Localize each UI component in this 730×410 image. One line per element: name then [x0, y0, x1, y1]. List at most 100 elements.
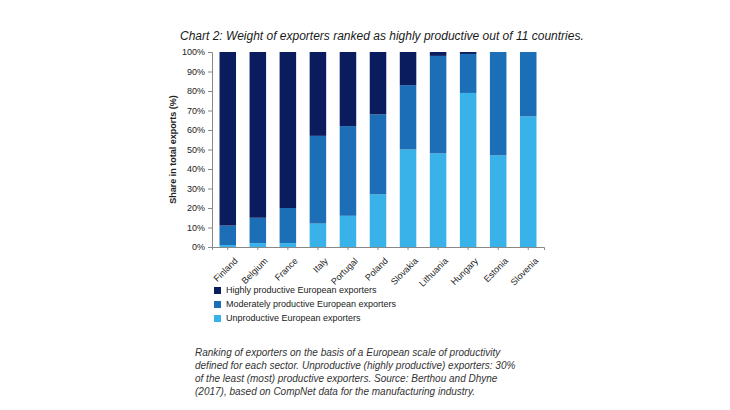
- x-tick-mark: [347, 247, 348, 250]
- x-tick-mark: [528, 247, 529, 250]
- legend-swatch: [214, 301, 221, 308]
- bar-segment: [250, 243, 267, 247]
- x-tick-label: Slovenia: [509, 256, 540, 287]
- x-tick-mark: [287, 247, 288, 250]
- y-tick-label: 10%: [187, 223, 205, 233]
- y-tick: 90%: [187, 67, 212, 77]
- bar-segment: [340, 52, 357, 126]
- bar-segment: [370, 194, 387, 247]
- legend-swatch: [214, 287, 221, 294]
- caption: (2017), based on CompNet data for the ma…: [195, 386, 475, 397]
- bar-segment: [430, 153, 447, 247]
- chart: Chart 2: Weight of exporters ranked as h…: [0, 0, 730, 410]
- y-tick-label: 60%: [187, 125, 205, 135]
- x-tick: Lithuania: [417, 247, 450, 289]
- bar-segment: [430, 56, 447, 153]
- bar-segment: [400, 150, 417, 248]
- bar-segment: [520, 52, 537, 53]
- x-tick-label: Belgium: [240, 256, 270, 286]
- x-tick-mark: [317, 247, 318, 250]
- bar-segment: [220, 226, 237, 246]
- bar-segment: [340, 126, 357, 216]
- x-tick-mark: [438, 247, 439, 250]
- bar-segment: [280, 243, 297, 247]
- bars: [220, 52, 537, 247]
- y-tick: 80%: [187, 86, 212, 96]
- x-tick: France: [273, 247, 300, 283]
- y-tick-mark: [208, 247, 212, 248]
- bar-segment: [220, 245, 237, 247]
- legend-label: Unproductive European exporters: [226, 313, 361, 323]
- y-axis-title: Share in total exports (%): [168, 95, 178, 204]
- y-tick-mark: [208, 111, 212, 112]
- y-tick-label: 80%: [187, 86, 205, 96]
- y-tick-label: 30%: [187, 184, 205, 194]
- x-tick-mark: [227, 247, 228, 250]
- y-tick: 50%: [187, 145, 212, 155]
- x-tick-mark: [498, 247, 499, 250]
- bar-segment: [400, 52, 417, 85]
- x-tick-label: France: [273, 256, 300, 283]
- bar-segment: [400, 85, 417, 149]
- x-tick: Estonia: [482, 247, 510, 284]
- bar-segment: [520, 116, 537, 247]
- y-tick-mark: [208, 91, 212, 92]
- legend: Highly productive European exportersMode…: [214, 285, 397, 323]
- x-tick-mark: [468, 247, 469, 250]
- bar-segment: [460, 93, 477, 247]
- y-tick: 40%: [187, 164, 212, 174]
- bar-segment: [370, 52, 387, 114]
- y-tick-label: 40%: [187, 164, 205, 174]
- x-tick: Hungary: [449, 247, 480, 287]
- bar-segment: [340, 216, 357, 247]
- x-tick: Slovakia: [389, 247, 420, 287]
- y-tick-label: 20%: [187, 203, 205, 213]
- bar-segment: [310, 52, 327, 136]
- x-axis: FinlandBelgiumFranceItalyPortugalPolandS…: [212, 247, 545, 289]
- x-tick-label: Estonia: [482, 256, 510, 284]
- x-tick: Finland: [212, 247, 240, 284]
- bar-segment: [430, 52, 447, 56]
- y-tick: 20%: [187, 203, 212, 213]
- bar-segment: [250, 218, 267, 243]
- x-tick-mark: [408, 247, 409, 250]
- bar-segment: [370, 114, 387, 194]
- x-axis-line: [213, 248, 545, 251]
- x-tick: Italy: [311, 247, 330, 275]
- bar-segment: [280, 52, 297, 208]
- x-tick-label: Portugal: [329, 256, 360, 287]
- x-tick-label: Hungary: [449, 255, 480, 286]
- y-tick: 70%: [187, 106, 212, 116]
- bar-segment: [460, 52, 477, 54]
- caption: Ranking of exporters on the basis of a E…: [195, 347, 501, 358]
- x-tick-label: Finland: [212, 256, 240, 284]
- y-tick: 10%: [187, 223, 212, 233]
- y-tick-mark: [208, 130, 212, 131]
- legend-label: Highly productive European exporters: [226, 285, 377, 295]
- y-tick-mark: [208, 208, 212, 209]
- y-axis-line: [208, 53, 213, 248]
- y-tick-label: 50%: [187, 145, 205, 155]
- title: Chart 2: Weight of exporters ranked as h…: [180, 29, 584, 43]
- bar-segment: [250, 52, 267, 218]
- y-tick: 30%: [187, 184, 212, 194]
- x-tick-label: Italy: [311, 255, 330, 274]
- y-tick-mark: [208, 72, 212, 73]
- x-tick-mark: [378, 247, 379, 250]
- y-tick-mark: [208, 189, 212, 190]
- x-tick-label: Slovakia: [389, 256, 420, 287]
- x-tick: Poland: [363, 247, 390, 283]
- bar-segment: [460, 54, 477, 93]
- x-tick-label: Poland: [363, 256, 390, 283]
- y-tick: 60%: [187, 125, 212, 135]
- bar-segment: [220, 52, 237, 226]
- y-axis: 0% 10% 20% 30% 40% 50% 60% 70% 80% 90% 100%: [182, 47, 213, 252]
- y-tick-label: 90%: [187, 67, 205, 77]
- caption: defined for each sector. Unproductive (h…: [195, 360, 515, 371]
- y-tick-label: 70%: [187, 106, 205, 116]
- x-tick: Portugal: [329, 247, 360, 287]
- bar-segment: [310, 136, 327, 224]
- y-tick: 0%: [192, 242, 212, 252]
- caption: of the least (most) productive exporters…: [195, 373, 498, 384]
- y-tick: 100%: [182, 47, 212, 57]
